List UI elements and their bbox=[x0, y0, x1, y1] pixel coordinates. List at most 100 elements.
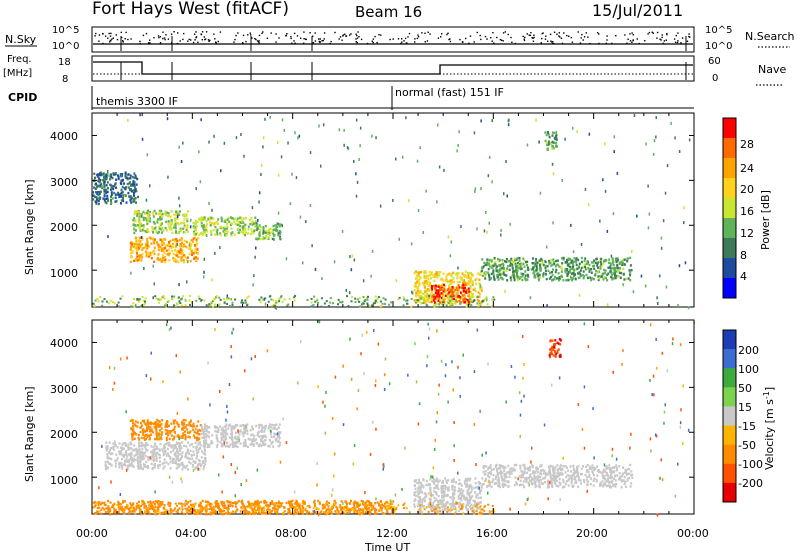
velocity-cell bbox=[579, 479, 582, 482]
velocity-cell bbox=[193, 425, 195, 428]
power-cell bbox=[536, 261, 539, 264]
nsky-dot bbox=[673, 38, 676, 40]
velocity-cell bbox=[561, 473, 564, 476]
nsky-dot bbox=[312, 42, 315, 44]
power-cell bbox=[244, 228, 247, 232]
velocity-cell bbox=[122, 453, 125, 457]
power-near-range-cell bbox=[490, 305, 493, 308]
velocity-cell bbox=[237, 436, 240, 439]
power-cell bbox=[250, 228, 253, 231]
power-near-range-cell bbox=[157, 298, 160, 301]
velocity-cell bbox=[138, 438, 141, 441]
power-cell bbox=[97, 190, 100, 194]
power-cell bbox=[492, 270, 495, 274]
power-cell bbox=[572, 277, 574, 280]
power-cell bbox=[502, 264, 505, 267]
power-scatter-cell bbox=[552, 172, 555, 176]
velocity-cell bbox=[205, 436, 208, 439]
velocity-cell bbox=[580, 467, 583, 471]
velocity-cell bbox=[419, 489, 422, 492]
velocity-cell bbox=[261, 430, 264, 433]
power-cell bbox=[236, 217, 239, 220]
power-near-range-cell bbox=[471, 301, 474, 304]
power-near-range-cell bbox=[275, 300, 278, 302]
nsky-dot bbox=[355, 33, 357, 35]
power-cell bbox=[564, 267, 567, 271]
velocity-cell bbox=[451, 484, 454, 487]
power-cell bbox=[241, 219, 244, 222]
nsky-dot bbox=[345, 35, 348, 37]
power-cell bbox=[193, 233, 196, 237]
power-cell bbox=[417, 300, 420, 303]
power-scatter-cell bbox=[362, 279, 365, 283]
velocity-cell bbox=[189, 462, 192, 465]
velocity-cell bbox=[623, 475, 626, 479]
power-cell bbox=[616, 259, 619, 262]
power-near-range-cell bbox=[382, 297, 385, 300]
power-scatter-cell bbox=[647, 184, 649, 188]
velocity-cell bbox=[502, 485, 504, 488]
power-cell bbox=[520, 263, 523, 266]
power-cell bbox=[514, 263, 517, 267]
power-near-range-cell bbox=[197, 295, 200, 298]
power-cell bbox=[518, 263, 521, 266]
velocity-cell bbox=[432, 494, 435, 497]
velocity-cell bbox=[134, 420, 137, 423]
velocity-cell bbox=[496, 473, 499, 477]
velocity-cell bbox=[437, 501, 440, 504]
velocity-cell bbox=[177, 425, 180, 428]
nsky-dot bbox=[208, 40, 210, 42]
velocity-cell bbox=[504, 466, 507, 469]
power-scatter-cell bbox=[353, 160, 355, 163]
power-cell bbox=[420, 291, 423, 294]
velocity-cell bbox=[181, 454, 184, 458]
power-cell bbox=[138, 256, 141, 260]
velocity-cell bbox=[276, 436, 279, 439]
power-cell bbox=[523, 259, 526, 262]
velocity-cell bbox=[434, 506, 436, 509]
velocity-cell bbox=[547, 470, 550, 474]
power-cell bbox=[616, 265, 619, 268]
velocity-cell bbox=[152, 445, 155, 449]
nsky-dot bbox=[330, 40, 332, 43]
velocity-cell bbox=[433, 499, 436, 503]
power-cell bbox=[474, 290, 477, 293]
velocity-cell bbox=[133, 423, 136, 426]
velocity-cell bbox=[126, 465, 129, 468]
velocity-cell bbox=[532, 470, 535, 473]
power-cell bbox=[533, 264, 536, 268]
power-cell bbox=[490, 264, 493, 267]
nsky-dot bbox=[661, 36, 663, 39]
velocity-cell bbox=[193, 461, 196, 464]
power-cell bbox=[150, 237, 153, 240]
power-cell bbox=[478, 273, 481, 276]
velocity-cell bbox=[588, 475, 591, 478]
nsky-dot bbox=[121, 36, 123, 39]
power-cell bbox=[224, 220, 227, 223]
velocity-cell bbox=[205, 429, 208, 433]
power-cell bbox=[161, 243, 164, 247]
power-near-range-cell bbox=[313, 295, 316, 298]
velocity-cell bbox=[515, 463, 518, 467]
velocity-cell bbox=[470, 488, 473, 491]
power-cell bbox=[170, 227, 173, 230]
power-cell bbox=[481, 258, 484, 261]
velocity-cell bbox=[263, 434, 266, 438]
power-cell bbox=[428, 270, 431, 274]
power-cell bbox=[121, 174, 123, 177]
power-near-range-cell bbox=[354, 297, 357, 300]
power-scatter-cell bbox=[359, 126, 362, 130]
power-scatter-cell bbox=[200, 118, 202, 122]
nsky-dot bbox=[242, 34, 245, 37]
power-cell bbox=[546, 143, 549, 146]
velocity-cell bbox=[146, 422, 149, 425]
velocity-cell bbox=[591, 471, 594, 475]
power-cell bbox=[200, 219, 203, 223]
power-scatter-cell bbox=[107, 235, 109, 238]
power-cell bbox=[602, 259, 605, 263]
velocity-cell bbox=[131, 419, 134, 422]
power-cell bbox=[181, 248, 184, 252]
velocity-cell bbox=[618, 465, 621, 468]
velocity-cell bbox=[224, 431, 227, 434]
power-cell bbox=[159, 238, 162, 241]
